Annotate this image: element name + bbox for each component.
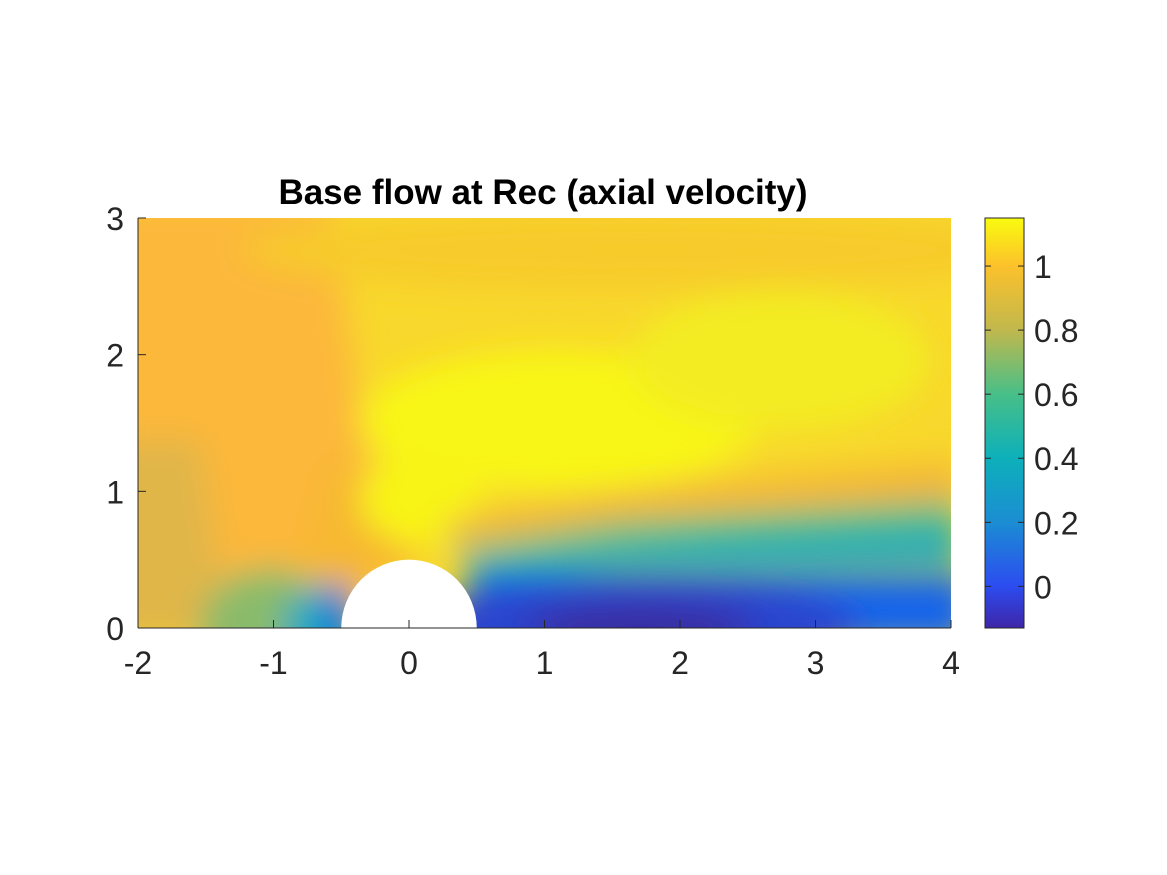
x-tick-label: -2 — [124, 645, 152, 681]
x-tick-labels: -2 -1 0 1 2 3 4 — [124, 645, 960, 681]
colorbar-tick-label: 0.8 — [1034, 313, 1078, 349]
y-tick-marks — [138, 217, 146, 629]
x-tick-label: 2 — [671, 645, 689, 681]
colorbar-tick-label: 0.6 — [1034, 377, 1078, 413]
field-blobs — [138, 218, 951, 628]
region-upper-orange — [240, 218, 951, 290]
y-tick-label: 0 — [106, 611, 124, 647]
colorbar-tick-label: 0.2 — [1034, 505, 1078, 541]
region-shear-green — [450, 500, 951, 560]
x-tick-marks — [137, 620, 952, 628]
y-tick-label: 2 — [106, 338, 124, 374]
colorbar-tick-label: 1 — [1034, 249, 1052, 285]
chart-title: Base flow at Rec (axial velocity) — [278, 173, 807, 212]
velocity-field — [138, 218, 951, 628]
region-shear-cyan — [460, 535, 951, 580]
colorbar-tick-label: 0.4 — [1034, 441, 1078, 477]
y-tick-label: 1 — [106, 474, 124, 510]
colorbar: 0 0.2 0.4 0.6 0.8 1 — [984, 217, 1078, 629]
x-tick-label: 3 — [807, 645, 825, 681]
region-upstream-left-tan — [138, 440, 229, 628]
x-tick-label: -1 — [259, 645, 287, 681]
x-tick-label: 4 — [942, 645, 960, 681]
region-shear-orange — [440, 460, 951, 545]
colorbar-gradient — [984, 217, 1025, 629]
cylinder-obstacle — [341, 559, 477, 628]
x-tick-label: 0 — [400, 645, 418, 681]
region-wake-deep-blue — [420, 578, 860, 628]
y-tick-label: 3 — [106, 201, 124, 237]
region-jet-yellow-2 — [630, 290, 930, 430]
colorbar-tick-marks — [985, 265, 1024, 587]
y-tick-labels: 0 1 2 3 — [106, 201, 124, 647]
region-recirculation-core — [525, 606, 755, 628]
colorbar-tick-labels: 0 0.2 0.4 0.6 0.8 1 — [1034, 249, 1078, 605]
colorbar-tick-label: 0 — [1034, 569, 1052, 605]
x-tick-label: 1 — [536, 645, 554, 681]
